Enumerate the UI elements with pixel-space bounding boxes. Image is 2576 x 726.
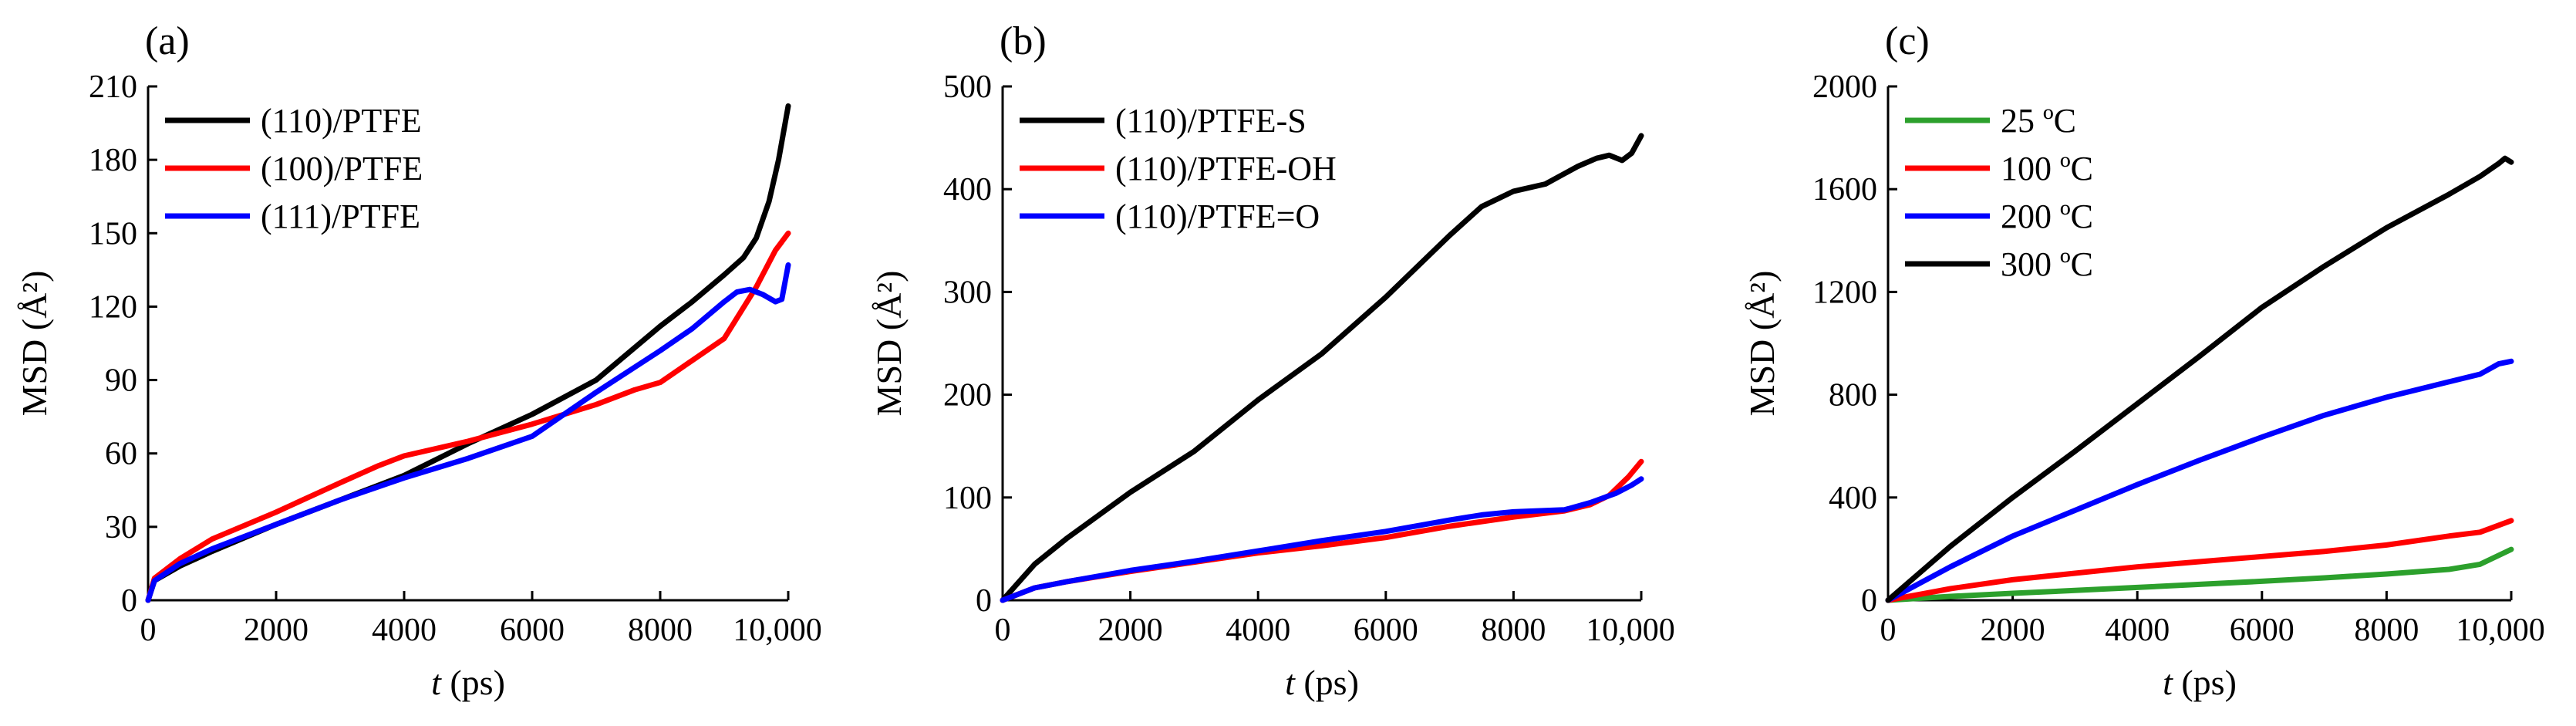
- y-tick-label-c: 1600: [1812, 172, 1877, 208]
- y-tick-label-b: 400: [943, 172, 992, 208]
- y-tick-label-c: 400: [1829, 481, 1877, 516]
- legend-label-b-0: (110)/PTFE-S: [1115, 102, 1307, 140]
- y-tick-label-c: 800: [1829, 378, 1877, 414]
- legend-label-c-2: 200 ºC: [2001, 198, 2093, 235]
- legend-label-c-0: 25 ºC: [2001, 102, 2076, 140]
- series-line-b-0: [1000, 133, 1644, 603]
- x-tick-label-a: 10,000: [733, 613, 822, 648]
- y-tick-label-c: 0: [1861, 583, 1877, 619]
- y-tick-label-b: 0: [976, 583, 992, 619]
- x-axis-label-a: t (ps): [431, 663, 505, 702]
- x-axis-label-var-c: t: [2163, 663, 2173, 702]
- y-tick-label-c: 1200: [1812, 275, 1877, 310]
- y-tick-label-a: 0: [121, 583, 137, 619]
- x-tick-label-c: 6000: [2230, 613, 2294, 648]
- series-line-b-1: [1000, 458, 1644, 603]
- x-tick-label-a: 2000: [244, 613, 309, 648]
- y-axis-label-b: MSD (Å²): [869, 271, 909, 417]
- legend-label-a-2: (111)/PTFE: [261, 198, 420, 235]
- y-tick-label-b: 200: [943, 378, 992, 414]
- y-tick-label-a: 30: [105, 510, 137, 545]
- series-line-a-1: [145, 230, 791, 603]
- legend-label-b-1: (110)/PTFE-OH: [1115, 150, 1337, 187]
- legend-label-a-1: (100)/PTFE: [261, 150, 423, 187]
- y-tick-label-c: 2000: [1812, 69, 1877, 105]
- x-tick-label-c: 2000: [1981, 613, 2045, 648]
- x-axis-label-b: t (ps): [1285, 663, 1359, 702]
- x-axis-label-unit-c: (ps): [2173, 663, 2237, 702]
- x-tick-label-c: 4000: [2105, 613, 2170, 648]
- x-tick-label-c: 0: [1880, 613, 1897, 648]
- panel-label-c: (c): [1885, 19, 1930, 63]
- legend-label-a-0: (110)/PTFE: [261, 102, 422, 140]
- panel-label-b: (b): [1000, 19, 1047, 63]
- panel-label-a: (a): [145, 19, 190, 63]
- y-tick-label-a: 120: [89, 289, 137, 325]
- y-axis-label-c: MSD (Å²): [1742, 271, 1782, 417]
- x-tick-label-b: 0: [995, 613, 1011, 648]
- legend-label-c-3: 300 ºC: [2001, 245, 2093, 283]
- x-tick-label-a: 4000: [372, 613, 437, 648]
- series-line-c-1: [1885, 518, 2514, 603]
- y-axis-label-a: MSD (Å²): [15, 271, 54, 417]
- x-axis-label-unit-a: (ps): [441, 663, 505, 702]
- x-tick-label-b: 2000: [1098, 613, 1163, 648]
- x-axis-label-c: t (ps): [2163, 663, 2237, 702]
- x-tick-label-b: 4000: [1226, 613, 1290, 648]
- x-axis-label-var-a: t: [431, 663, 442, 702]
- y-tick-label-b: 100: [943, 481, 992, 516]
- y-tick-label-a: 210: [89, 69, 137, 105]
- series-line-a-2: [145, 262, 791, 603]
- series-line-b-2: [1000, 476, 1644, 603]
- y-tick-label-b: 500: [943, 69, 992, 105]
- y-tick-label-a: 180: [89, 143, 137, 178]
- x-tick-label-a: 8000: [628, 613, 693, 648]
- y-tick-label-a: 150: [89, 216, 137, 252]
- panel-c: (c) 0 2000 4000 6000 8000 10,000 0 400 800 1200 160…: [1742, 19, 2545, 702]
- x-tick-label-c: 8000: [2354, 613, 2419, 648]
- x-axis-label-unit-b: (ps): [1295, 663, 1359, 702]
- y-tick-label-a: 90: [105, 363, 137, 399]
- legend-label-b-2: (110)/PTFE=O: [1115, 198, 1320, 235]
- x-axis-label-var-b: t: [1285, 663, 1296, 702]
- panel-b: (b) 0 2000 4000 6000 8000 10,000 0 100 200 300 400 5…: [869, 19, 1675, 702]
- y-tick-label-a: 60: [105, 437, 137, 472]
- y-tick-label-b: 300: [943, 275, 992, 310]
- legend-label-c-1: 100 ºC: [2001, 150, 2093, 187]
- series-line-c-3: [1885, 155, 2514, 603]
- x-tick-label-a: 0: [140, 613, 157, 648]
- x-tick-label-b: 6000: [1354, 613, 1418, 648]
- x-tick-label-a: 6000: [500, 613, 565, 648]
- series-line-c-2: [1885, 358, 2514, 603]
- series-line-c-0: [1885, 546, 2514, 603]
- panel-a: (a) 0 2000 4000 6000 8000 10,000 0 30 60 90 120 150 1…: [15, 19, 822, 702]
- x-tick-label-b: 10,000: [1586, 613, 1675, 648]
- x-tick-label-c: 10,000: [2456, 613, 2545, 648]
- x-tick-label-b: 8000: [1481, 613, 1546, 648]
